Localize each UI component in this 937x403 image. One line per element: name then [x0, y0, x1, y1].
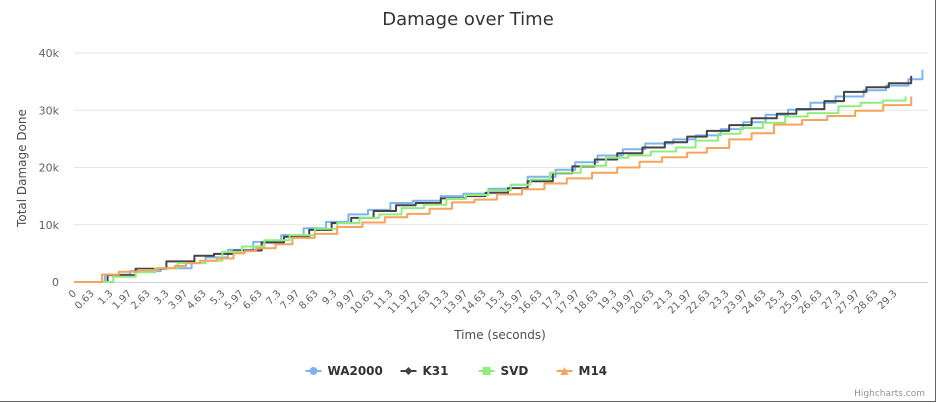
x-tick-label: 6.63 [241, 288, 265, 312]
legend-item-k31[interactable]: K31 [400, 364, 449, 378]
y-tick-label: 0 [52, 276, 59, 289]
circle-marker-icon [309, 367, 318, 375]
series-line-svd[interactable] [74, 96, 907, 283]
legend-item-wa2000[interactable]: WA2000 [305, 364, 383, 378]
x-tick-label: 5.97 [223, 288, 247, 312]
square-marker-icon [482, 367, 491, 375]
y-tick-label: 20k [39, 162, 60, 175]
legend-label: M14 [579, 364, 608, 378]
series-line-wa2000[interactable] [74, 69, 924, 283]
x-tick-label: 4.63 [185, 288, 209, 312]
diamond-marker-icon [404, 367, 413, 375]
legend-item-svd[interactable]: SVD [478, 364, 529, 378]
y-axis-ticks: 0 10k 20k 30k 40k [39, 47, 60, 289]
y-tick-label: 10k [39, 219, 60, 232]
legend-label: SVD [501, 364, 529, 378]
y-axis-title: Total Damage Done [15, 109, 29, 228]
y-tick-label: 40k [39, 47, 60, 60]
triangle-marker-icon [560, 367, 569, 375]
credits-link[interactable]: Highcharts.com [854, 389, 925, 399]
legend-item-m14[interactable]: M14 [556, 364, 608, 378]
grid-lines [74, 52, 928, 226]
legend: WA2000 K31 SVD M14 [305, 364, 608, 378]
legend-label: K31 [423, 364, 449, 378]
y-tick-label: 30k [39, 104, 60, 117]
x-tick-label: 29.3 [876, 288, 900, 312]
legend-label: WA2000 [328, 364, 383, 378]
x-tick-label: 0.63 [73, 288, 97, 312]
x-tick-label: 2.63 [129, 288, 153, 312]
x-tick-label: 3.97 [167, 288, 191, 312]
series-layer [74, 69, 924, 283]
chart-title: Damage over Time [382, 9, 554, 30]
x-axis-title: Time (seconds) [453, 328, 546, 342]
x-axis-ticks: 00.63 1.31.972.63 3.33.974.63 5.35.976.63 7.… [67, 288, 900, 316]
x-tick-label: 7.97 [279, 288, 303, 312]
x-tick-label: 8.63 [297, 288, 321, 312]
series-line-k31[interactable] [74, 75, 913, 283]
x-tick-label: 1.97 [111, 288, 135, 312]
series-line-m14[interactable] [74, 96, 913, 283]
